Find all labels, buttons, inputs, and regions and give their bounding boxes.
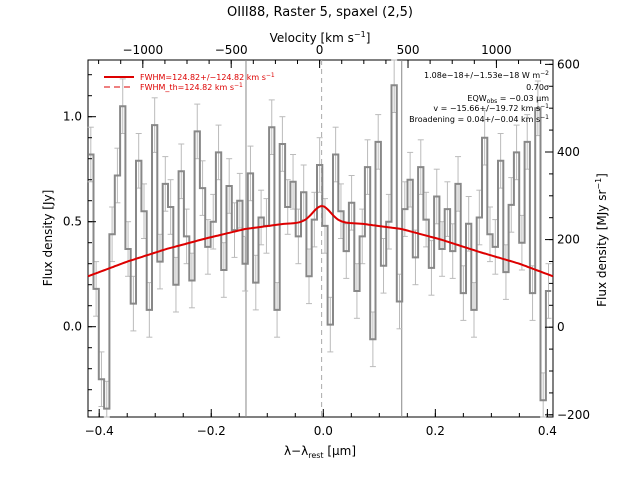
- x-tick-label: −0.2: [197, 424, 226, 438]
- y-tick-label: 0.5: [63, 215, 82, 229]
- top-tick-label: −500: [215, 43, 248, 57]
- annotation-sigma: 0.70σ: [526, 83, 549, 92]
- legend-label-fwhm: FWHM=124.82+/−124.82 km s−1: [140, 72, 275, 82]
- top-tick-label: 1000: [481, 43, 512, 57]
- fit-line: [87, 205, 554, 278]
- axes-ticks: −0.4 −0.2 0.0 0.2 0.4 0.0 0.5 1.0 −1000 −500 0 500 1…: [63, 43, 590, 438]
- y-tick-label: 1.0: [63, 110, 82, 124]
- x-tick-label: 0.2: [426, 424, 445, 438]
- x-tick-label: −0.4: [85, 424, 114, 438]
- right-tick-label: 0: [557, 320, 565, 334]
- plot-frame: [87, 59, 554, 418]
- x-tick-label: 0.4: [538, 424, 557, 438]
- legend: FWHM=124.82+/−124.82 km s−1 FWHM_th=124.…: [104, 72, 275, 92]
- annotation-velocity: v = −15.66+/−19.72 km s−1: [433, 103, 549, 113]
- top-axis-label: Velocity [km s−1]: [270, 30, 371, 45]
- spectrum-series: [88, 84, 552, 410]
- spectrum-line: [88, 84, 552, 410]
- x-tick-label: 0.0: [314, 424, 333, 438]
- right-axis-label: Flux density [MJy sr−1]: [594, 173, 609, 307]
- right-tick-label: −200: [557, 408, 590, 422]
- top-tick-label: 500: [397, 43, 420, 57]
- top-tick-label: 0: [316, 43, 324, 57]
- annotations: 1.08e−18+/−1.53e−18 W m−2 0.70σ EQWobs =…: [409, 70, 549, 124]
- reference-lines: [245, 60, 403, 417]
- right-tick-label: 400: [557, 145, 580, 159]
- right-tick-label: 200: [557, 233, 580, 247]
- annotation-flux: 1.08e−18+/−1.53e−18 W m−2: [424, 70, 549, 80]
- annotation-eqw: EQWobs = −0.03 μm: [467, 94, 549, 105]
- legend-label-fwhm-th: FWHM_th=124.82 km s−1: [140, 82, 243, 92]
- x-axis-label: λ−λrest [μm]: [284, 444, 356, 460]
- y-tick-label: 0.0: [63, 320, 82, 334]
- top-tick-label: −1000: [123, 43, 164, 57]
- fit-series: [87, 205, 554, 278]
- y-axis-label: Flux density [Jy]: [41, 190, 55, 287]
- annotation-broadening: Broadening = 0.04+/−0.04 km s−1: [409, 114, 549, 124]
- chart-title: OIII88, Raster 5, spaxel (2,5): [227, 5, 413, 20]
- right-tick-label: 600: [557, 57, 580, 71]
